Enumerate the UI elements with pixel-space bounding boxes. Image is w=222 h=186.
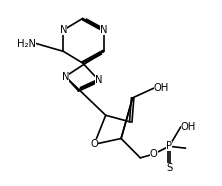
Text: N: N (100, 25, 107, 35)
Text: N: N (60, 25, 67, 35)
Text: P: P (166, 141, 172, 151)
Text: H₂N: H₂N (18, 39, 36, 49)
Text: S: S (166, 163, 172, 173)
Text: O: O (150, 149, 158, 159)
Text: O: O (90, 139, 98, 149)
Text: N: N (95, 75, 103, 85)
Text: N: N (61, 72, 69, 81)
Text: OH: OH (181, 122, 196, 132)
Text: OH: OH (154, 83, 169, 93)
